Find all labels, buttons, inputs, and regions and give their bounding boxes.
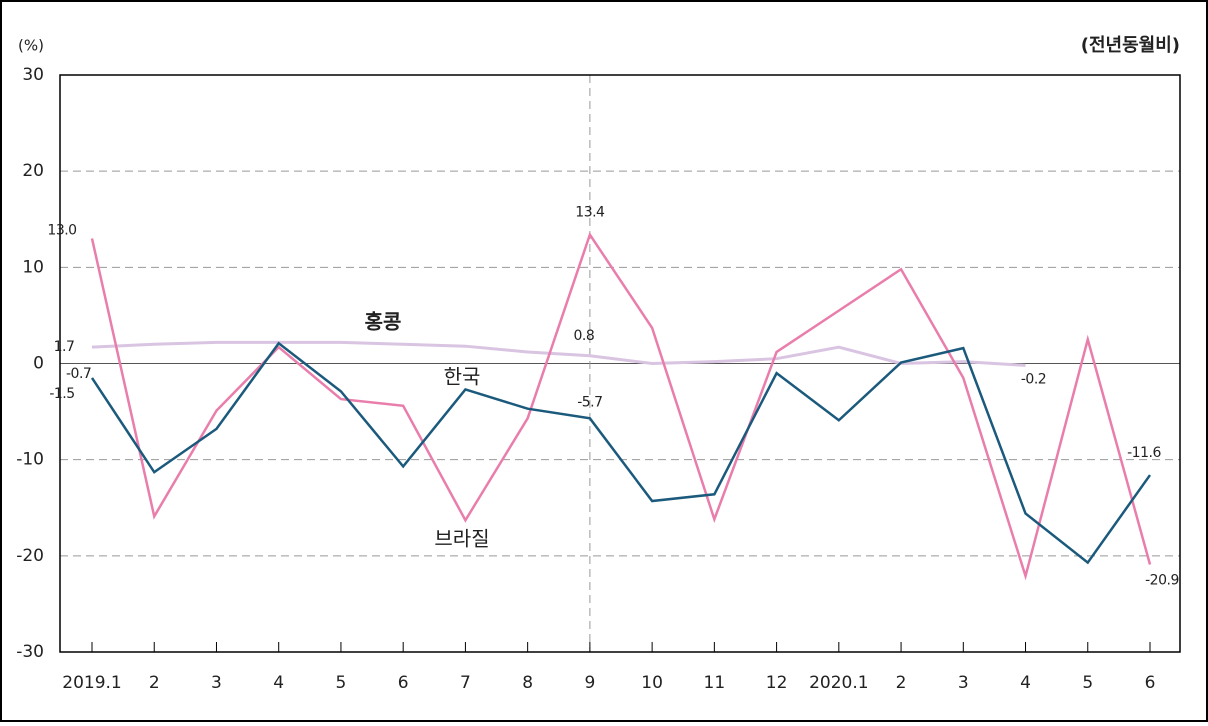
x-tick-label: 5 bbox=[1082, 673, 1093, 693]
y-tick-label: 10 bbox=[22, 257, 44, 277]
x-tick-label: 3 bbox=[211, 673, 222, 693]
data-label: 0.8 bbox=[573, 328, 594, 344]
plot-frame bbox=[59, 74, 1181, 653]
y-tick-label: -10 bbox=[16, 450, 44, 470]
annotation: -0.7 bbox=[66, 366, 91, 382]
x-tick-label: 2 bbox=[896, 673, 907, 693]
x-tick-label: 5 bbox=[336, 673, 347, 693]
y-tick-label: -20 bbox=[16, 546, 44, 566]
data-label: -20.9 bbox=[1145, 572, 1179, 588]
x-tick-label: 2019.1 bbox=[62, 673, 121, 693]
series-line bbox=[91, 340, 1026, 367]
x-tick-label: 3 bbox=[958, 673, 969, 693]
data-label: -1.5 bbox=[49, 386, 74, 402]
y-tick-label: 30 bbox=[22, 65, 44, 85]
x-tick-label: 11 bbox=[704, 673, 726, 693]
y-tick-label: 0 bbox=[33, 354, 44, 374]
data-label: 13.4 bbox=[575, 205, 605, 221]
y-unit: (%) bbox=[18, 37, 44, 55]
x-tick-label: 6 bbox=[398, 673, 409, 693]
series-name: 홍콩 bbox=[365, 310, 402, 334]
x-tick-label: 8 bbox=[522, 673, 533, 693]
series-name: 한국 bbox=[444, 365, 481, 389]
data-label: -5.7 bbox=[577, 394, 602, 410]
series-line bbox=[90, 341, 1152, 565]
data-label: -11.6 bbox=[1127, 445, 1161, 461]
x-tick-label: 7 bbox=[460, 673, 471, 693]
x-tick-label: 4 bbox=[1020, 673, 1031, 693]
y-tick-label: -30 bbox=[16, 642, 44, 662]
x-tick-label: 10 bbox=[641, 673, 663, 693]
data-label: 13.0 bbox=[47, 222, 76, 238]
data-label: -0.2 bbox=[1021, 371, 1046, 387]
x-tick-label: 12 bbox=[766, 673, 788, 693]
x-tick-label: 4 bbox=[273, 673, 284, 693]
x-tick-label: 9 bbox=[584, 673, 595, 693]
note: (전년동월비) bbox=[1081, 35, 1180, 56]
series-name: 브라질 bbox=[434, 527, 489, 551]
x-tick-label: 2 bbox=[149, 673, 160, 693]
data-label: 1.7 bbox=[54, 339, 75, 355]
y-tick-label: 20 bbox=[22, 161, 44, 181]
x-tick-label: 6 bbox=[1145, 673, 1156, 693]
x-tick-label: 2020.1 bbox=[809, 673, 868, 693]
